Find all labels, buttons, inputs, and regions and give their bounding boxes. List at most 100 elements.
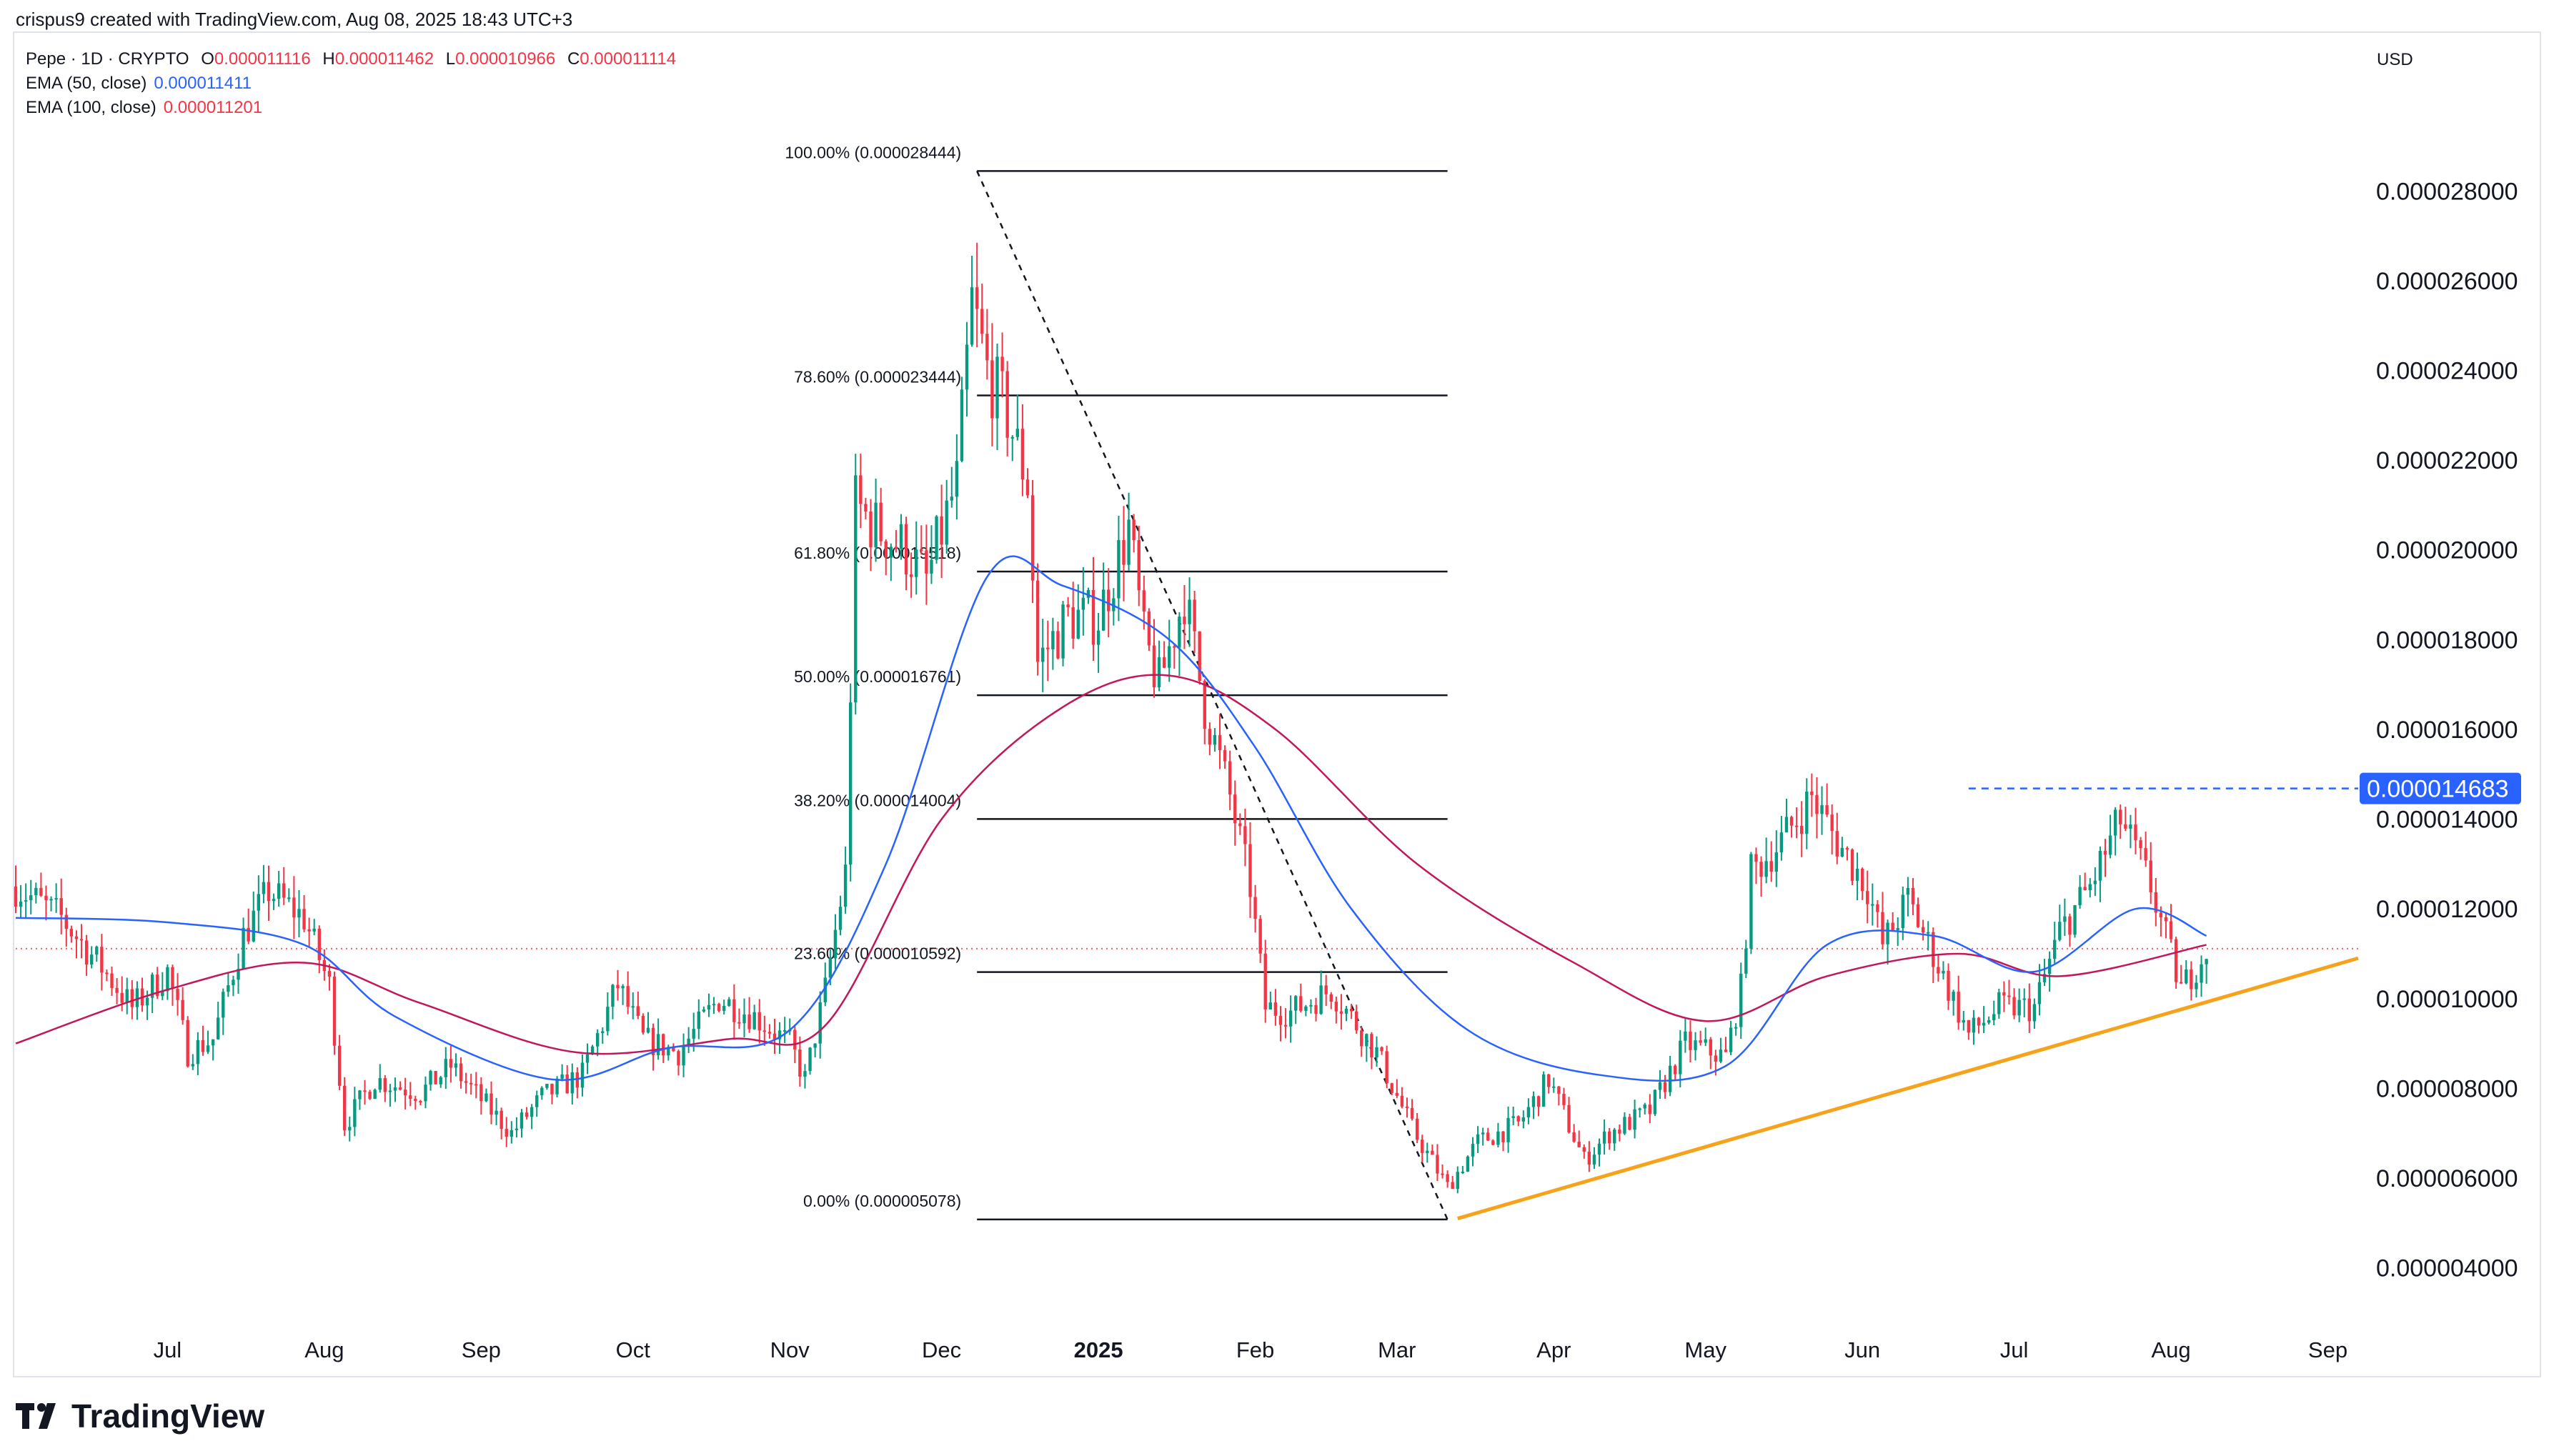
candle-body <box>1375 1047 1378 1058</box>
candle-body <box>110 973 114 988</box>
candle-body <box>2103 850 2107 855</box>
candle-body <box>105 972 109 974</box>
candle-body <box>965 344 969 390</box>
candle-body <box>1932 932 1935 967</box>
candle-body <box>242 927 245 969</box>
candle-body <box>115 987 119 993</box>
candle-body <box>1992 1014 1996 1020</box>
candle-body <box>24 900 28 902</box>
candle-body <box>2200 964 2203 983</box>
candle-body <box>2042 974 2047 982</box>
candle-body <box>424 1084 427 1102</box>
candle-body <box>186 1019 189 1067</box>
candle-body <box>1410 1107 1414 1119</box>
candle-body <box>1972 1017 1976 1033</box>
candle-body <box>1800 825 1804 834</box>
candle-body <box>2078 887 2082 906</box>
symbol-label[interactable]: Pepe · 1D · CRYPTO <box>26 49 189 69</box>
high-key: H <box>322 49 335 69</box>
candle-body <box>782 1030 787 1032</box>
candle-body <box>925 550 928 574</box>
candle-body <box>874 502 878 548</box>
candle-body <box>550 1084 554 1095</box>
candle-body <box>1825 805 1829 815</box>
candle-body <box>1223 749 1227 762</box>
candle-body <box>1572 1132 1576 1142</box>
candle-body <box>2180 982 2183 984</box>
candle-body <box>1684 1031 1687 1041</box>
candle-body <box>2088 884 2092 890</box>
candle-body <box>2144 848 2147 861</box>
candle-body <box>1719 1049 1723 1062</box>
candle-body <box>1198 631 1201 681</box>
candle-body <box>2174 939 2178 982</box>
ema100-row[interactable]: EMA (100, close) 0.000011201 <box>26 96 676 120</box>
candle-body <box>1329 994 1333 1002</box>
candle-body <box>682 1047 685 1066</box>
candle-body <box>1911 887 1915 904</box>
candle-body <box>762 1030 767 1032</box>
price-axis: 0.000004000 0.000006000 0.000008000 0.00001… <box>2376 178 2518 1282</box>
ema100-line <box>15 674 2207 1055</box>
candle-body <box>1117 539 1121 599</box>
candle-body <box>1365 1034 1368 1047</box>
candle-body <box>1456 1172 1459 1190</box>
candle-body <box>717 1004 721 1011</box>
candle-body <box>312 928 316 932</box>
candle-body <box>843 864 848 907</box>
candle-body <box>156 974 159 997</box>
candle-body <box>975 287 979 309</box>
candle-body <box>601 1031 605 1034</box>
candle-body <box>130 989 134 1007</box>
candle-body <box>1426 1150 1429 1153</box>
candle-body <box>595 1033 600 1047</box>
candle-body <box>1309 1004 1313 1007</box>
candle-body <box>439 1077 442 1084</box>
candle-body <box>1005 371 1009 438</box>
candle-body <box>535 1095 539 1107</box>
candle-body <box>920 549 923 552</box>
candle-body <box>1633 1109 1636 1130</box>
candle-body <box>1613 1130 1616 1144</box>
candle-body <box>1850 849 1854 881</box>
time-tick-label: Sep <box>2308 1337 2347 1362</box>
time-tick-label: Jun <box>1844 1337 1880 1362</box>
candle-body <box>1030 495 1035 581</box>
candle-body <box>1845 847 1849 850</box>
candle-body <box>1653 1089 1657 1115</box>
candle-body <box>2119 809 2122 824</box>
close-value: 0.000011114 <box>580 49 677 69</box>
candle-body <box>1521 1117 1526 1122</box>
candle-body <box>1020 429 1025 480</box>
candle-body <box>176 989 179 1000</box>
candle-body <box>1107 589 1110 612</box>
candle-body <box>692 1029 695 1039</box>
candle-body <box>742 1014 746 1024</box>
candle-body <box>1101 589 1105 631</box>
candle-body <box>1203 680 1206 729</box>
candle-body <box>915 549 918 577</box>
candle-body <box>777 1030 782 1039</box>
tradingview-logo[interactable]: TradingView <box>16 1395 264 1437</box>
candle-body <box>833 929 838 959</box>
open-value: 0.000011116 <box>214 49 311 69</box>
candle-body <box>1294 996 1298 1011</box>
candle-body <box>409 1095 412 1100</box>
candle-body <box>150 974 154 998</box>
candle-body <box>505 1129 508 1137</box>
candle-body <box>1081 597 1085 610</box>
candle-body <box>1152 645 1156 687</box>
candle-body <box>1506 1117 1510 1142</box>
candle-body <box>393 1087 397 1091</box>
candle-body <box>955 461 959 497</box>
chart-frame[interactable] <box>13 31 2541 1377</box>
candle-body <box>2007 995 2011 997</box>
currency-label[interactable]: USD <box>2377 50 2413 69</box>
candle-body <box>444 1059 447 1077</box>
candle-body <box>1243 826 1247 844</box>
price-tick-label: 0.000012000 <box>2376 896 2518 923</box>
ema50-row[interactable]: EMA (50, close) 0.000011411 <box>26 71 676 96</box>
candle-body <box>1830 814 1834 832</box>
candle-body <box>2185 969 2188 984</box>
